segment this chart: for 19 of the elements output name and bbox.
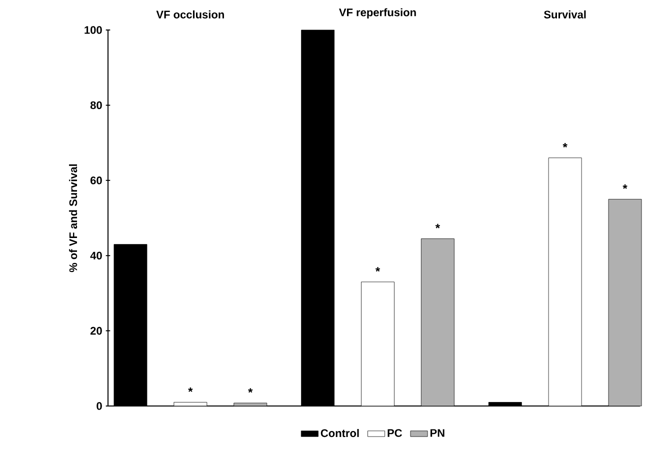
- legend-label: PN: [430, 429, 444, 437]
- y-tick-label: 60: [90, 176, 102, 184]
- y-tick-label: 0: [96, 402, 102, 410]
- y-axis-title: % of VF and Survival: [69, 164, 78, 272]
- data-label: *: [248, 388, 253, 393]
- y-tick-label: 20: [90, 326, 102, 335]
- data-label: *: [622, 184, 628, 189]
- legend-label: Control: [320, 429, 359, 438]
- x-tick-label: VF occlusion: [156, 10, 224, 18]
- x-tick-label: Survival: [544, 10, 586, 18]
- data-label: *: [435, 224, 440, 228]
- y-tick-label: 80: [90, 101, 102, 110]
- y-tick-label: 100: [84, 26, 102, 34]
- x-tick-label: VF reperfusion: [339, 8, 416, 18]
- y-tick-label: 40: [90, 252, 102, 260]
- legend-label: PC: [388, 429, 402, 437]
- data-label: *: [375, 267, 380, 272]
- data-label: *: [188, 387, 193, 392]
- data-label: *: [562, 143, 568, 148]
